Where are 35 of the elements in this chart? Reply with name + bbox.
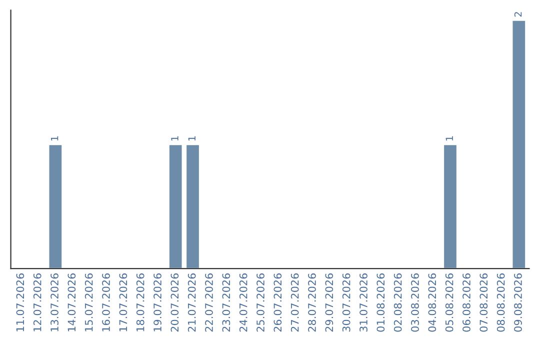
x-tick-label: 23.07.2026 <box>222 273 230 332</box>
x-tick-label: 29.07.2026 <box>325 273 334 332</box>
x-tick-label: 27.07.2026 <box>290 273 299 332</box>
x-tick-label: 09.08.2026 <box>514 273 522 332</box>
x-tick-label: 12.07.2026 <box>33 273 42 332</box>
x-tick-label: 19.07.2026 <box>154 273 162 332</box>
x-tick-label: 24.07.2026 <box>239 273 248 332</box>
x-tick-label: 18.07.2026 <box>136 273 144 332</box>
x-tick-label: 07.08.2026 <box>480 273 488 332</box>
x-tick-label: 21.07.2026 <box>188 273 196 332</box>
x-tick-label: 28.07.2026 <box>308 273 316 332</box>
x-tick-label: 14.07.2026 <box>68 273 76 332</box>
data-label: 2 <box>514 12 522 17</box>
data-label: 1 <box>51 136 58 141</box>
x-tick-label: 11.07.2026 <box>16 273 24 332</box>
x-tick-label: 01.08.2026 <box>376 273 385 332</box>
data-label: 1 <box>446 136 453 141</box>
x-tick-label: 25.07.2026 <box>256 273 264 332</box>
x-tick-label: 05.08.2026 <box>445 273 454 332</box>
x-tick-label: 06.08.2026 <box>462 273 470 332</box>
x-tick-label: 03.08.2026 <box>411 273 419 332</box>
x-tick-label: 17.07.2026 <box>119 273 128 332</box>
x-tick-label: 26.07.2026 <box>274 273 282 332</box>
x-tick-label: 02.08.2026 <box>394 273 402 332</box>
data-label: 1 <box>188 136 196 141</box>
x-tick-label: 22.07.2026 <box>205 273 213 332</box>
x-tick-label: 13.07.2026 <box>50 273 58 332</box>
data-label: 1 <box>171 136 178 141</box>
x-tick-label: 15.07.2026 <box>84 273 93 332</box>
x-tick-label: 16.07.2026 <box>102 273 110 332</box>
x-tick-label: 30.07.2026 <box>342 273 350 332</box>
x-tick-label: 04.08.2026 <box>428 273 436 332</box>
x-tick-label: 08.08.2026 <box>496 273 505 332</box>
x-tick-label: 20.07.2026 <box>170 273 179 332</box>
x-tick-label: 31.07.2026 <box>360 273 368 332</box>
